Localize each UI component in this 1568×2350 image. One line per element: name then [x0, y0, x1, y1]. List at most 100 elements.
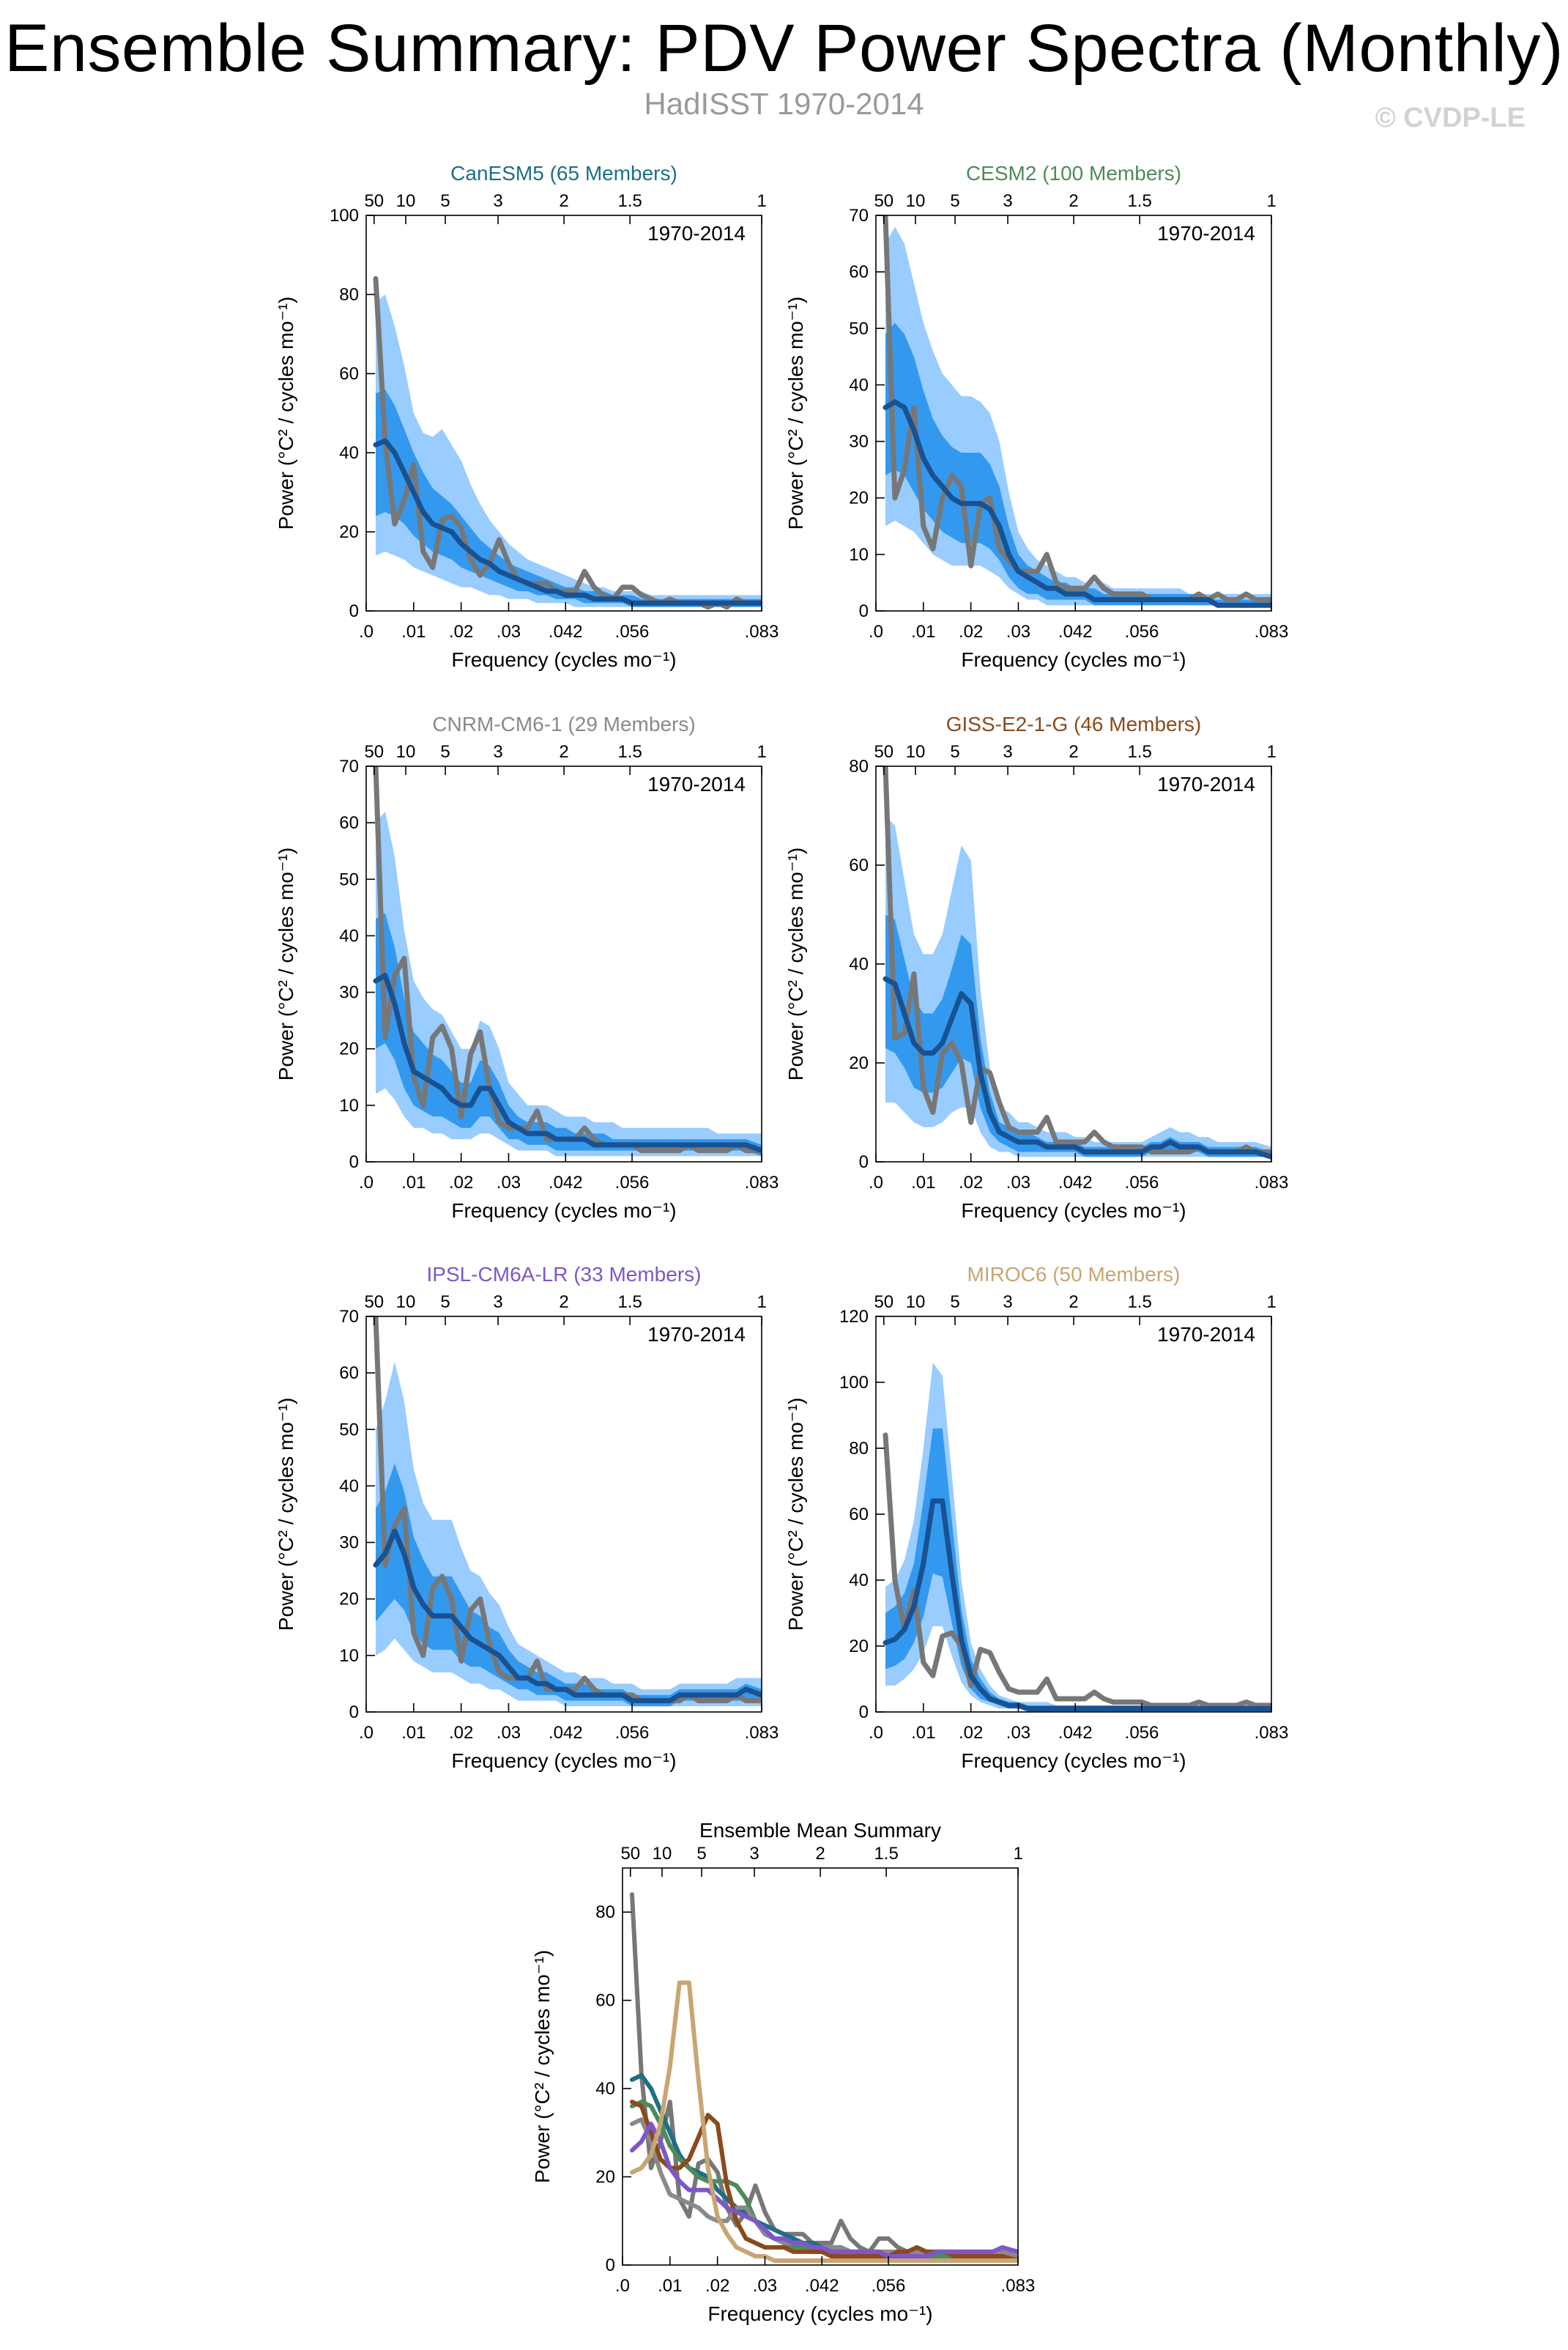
y-tick-label: 100 [839, 1373, 869, 1393]
x-tick-label: .042 [1058, 622, 1093, 642]
y-tick-label: 50 [849, 319, 869, 338]
top-tick-label: 5 [440, 1292, 450, 1312]
x-tick-label: .042 [1058, 1173, 1093, 1193]
x-tick-label: .0 [869, 622, 883, 642]
x-axis-label: Frequency (cycles mo⁻¹) [961, 1199, 1186, 1222]
page-subtitle: HadISST 1970-2014 [644, 86, 924, 121]
panel-title: CanESM5 (65 Members) [450, 162, 677, 185]
plot-area [373, 766, 762, 1157]
y-axis-label: Power (°C² / cycles mo⁻¹) [784, 297, 807, 530]
x-tick-label: .01 [911, 1723, 935, 1743]
top-tick-label: 3 [749, 1844, 759, 1864]
panel-title: CNRM-CM6-1 (29 Members) [432, 713, 695, 735]
top-tick-label: 2 [1069, 191, 1078, 211]
y-tick-label: 60 [339, 813, 359, 833]
x-axis-label: Frequency (cycles mo⁻¹) [451, 648, 676, 671]
top-tick-label: 1 [757, 742, 767, 762]
y-tick-label: 60 [849, 856, 869, 875]
band-10-90 [885, 226, 1271, 606]
top-tick-label: 2 [559, 191, 568, 211]
top-tick-label: 10 [396, 1292, 416, 1312]
y-tick-label: 60 [339, 1363, 359, 1383]
y-tick-label: 80 [339, 285, 359, 305]
ensemble-mean-line [373, 1528, 762, 1704]
y-tick-label: 40 [849, 1571, 869, 1590]
y-tick-label: 60 [339, 364, 359, 384]
top-tick-label: 1.5 [874, 1844, 898, 1864]
panel-title: IPSL-CM6A-LR (33 Members) [427, 1263, 702, 1286]
plot-area [883, 215, 1271, 608]
y-tick-label: 0 [859, 1702, 869, 1722]
ensemble-mean-line [373, 438, 762, 606]
period-label: 1970-2014 [1157, 1323, 1255, 1346]
top-tick-label: 3 [1003, 191, 1012, 211]
x-tick-label: .083 [1001, 2276, 1036, 2296]
y-tick-label: 40 [849, 955, 869, 974]
top-tick-label: 10 [906, 1292, 926, 1312]
top-tick-label: 1.5 [1127, 1292, 1151, 1312]
top-tick-label: 1 [757, 1292, 767, 1312]
y-tick-label: 70 [339, 1307, 359, 1327]
x-tick-label: .01 [911, 1173, 935, 1193]
band-25-75 [885, 322, 1271, 606]
y-tick-label: 80 [595, 1902, 615, 1922]
top-tick-label: 5 [950, 1292, 959, 1312]
x-tick-label: .03 [497, 1723, 521, 1743]
x-tick-label: .02 [449, 622, 473, 642]
y-tick-label: 20 [339, 1590, 359, 1609]
top-tick-label: 1 [1267, 191, 1277, 211]
x-tick-label: .042 [549, 622, 583, 642]
y-tick-label: 20 [595, 2168, 615, 2187]
y-axis-label: Power (°C² / cycles mo⁻¹) [531, 1950, 554, 2183]
top-tick-label: 10 [653, 1844, 672, 1864]
x-tick-label: .083 [1255, 1723, 1289, 1743]
y-tick-label: 60 [849, 262, 869, 282]
y-tick-label: 60 [849, 1505, 869, 1524]
band-25-75 [376, 913, 762, 1157]
y-tick-label: 20 [339, 522, 359, 542]
ensemble-mean-line [883, 399, 1271, 608]
top-tick-label: 2 [1069, 1292, 1078, 1312]
top-tick-label: 50 [364, 1292, 384, 1312]
x-tick-label: .03 [753, 2276, 777, 2296]
period-label: 1970-2014 [647, 773, 746, 796]
x-tick-label: .042 [549, 1173, 583, 1193]
panel-title: GISS-E2-1-G (46 Members) [946, 713, 1202, 735]
y-tick-label: 0 [859, 1152, 869, 1172]
x-tick-label: .01 [401, 1173, 426, 1193]
top-tick-label: 50 [874, 742, 893, 762]
top-tick-label: 5 [950, 742, 959, 762]
x-axis-label: Frequency (cycles mo⁻¹) [961, 648, 1186, 671]
y-tick-label: 40 [339, 443, 359, 463]
y-tick-label: 0 [606, 2256, 615, 2275]
y-tick-label: 60 [595, 1991, 615, 2011]
y-tick-label: 20 [339, 1039, 359, 1059]
top-tick-label: 50 [364, 742, 384, 762]
top-tick-label: 50 [364, 191, 384, 211]
period-label: 1970-2014 [1157, 222, 1255, 245]
top-tick-label: 1 [757, 191, 767, 211]
top-tick-label: 3 [1003, 1292, 1012, 1312]
y-tick-label: 30 [339, 983, 359, 1003]
x-tick-label: .02 [959, 622, 983, 642]
x-tick-label: .02 [449, 1173, 473, 1193]
x-tick-label: .0 [869, 1173, 883, 1193]
ensemble-mean-line [883, 976, 1271, 1160]
band-25-75 [885, 914, 1271, 1157]
y-tick-label: 20 [849, 1053, 869, 1073]
x-tick-label: .01 [658, 2276, 682, 2296]
line-miroc6 [630, 1980, 1018, 2263]
top-tick-label: 2 [815, 1844, 825, 1864]
x-tick-label: .02 [705, 2276, 729, 2296]
x-tick-label: .01 [401, 622, 426, 642]
x-tick-label: .083 [745, 1173, 779, 1193]
line-ipsl-cm6a-lr [630, 2121, 1018, 2258]
x-tick-label: .0 [869, 1723, 883, 1743]
x-tick-label: .083 [745, 1723, 779, 1743]
x-tick-label: .083 [1255, 1173, 1289, 1193]
